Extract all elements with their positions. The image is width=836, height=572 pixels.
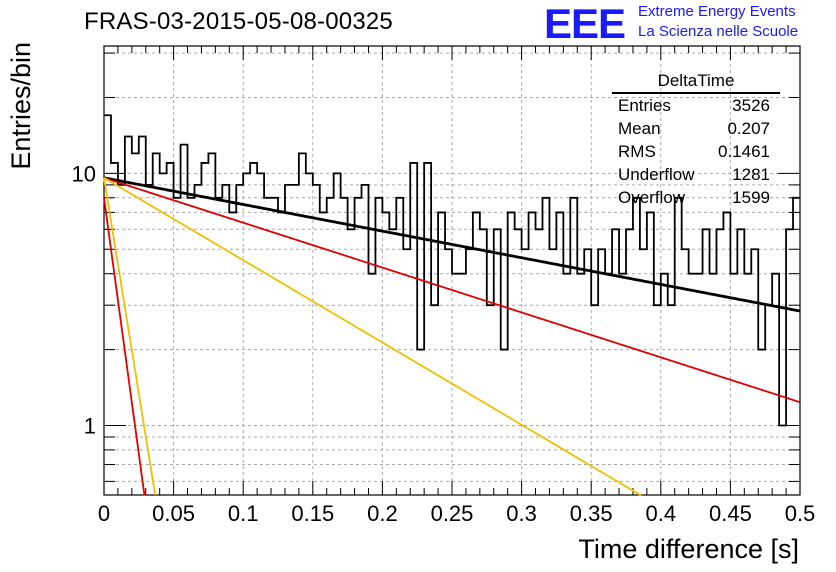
stat-label: RMS	[618, 142, 656, 161]
data-layer	[103, 114, 801, 496]
stat-value: 0.1461	[718, 142, 770, 161]
y-tick-label: 1	[84, 413, 96, 438]
x-tick-label: 0.3	[506, 501, 537, 526]
stats-row-underflow: Underflow 1281	[612, 163, 780, 186]
run-title: FRAS-03-2015-05-08-00325	[84, 8, 393, 35]
stat-value: 3526	[732, 96, 770, 115]
stat-value: 0.207	[727, 119, 770, 138]
stat-value: 1599	[732, 188, 770, 207]
fit-curve-1	[103, 176, 801, 404]
x-axis-label: Time difference [s]	[578, 534, 799, 564]
fit-curve-4	[103, 177, 157, 496]
x-tick-label: 0.45	[709, 501, 752, 526]
stat-label: Entries	[618, 96, 671, 115]
eee-logo: EEE	[544, 0, 626, 47]
y-axis-label: Entries/bin	[6, 42, 36, 170]
logo-tagline-2: La Scienza nelle Scuole	[638, 23, 799, 40]
stats-row-mean: Mean 0.207	[612, 117, 780, 140]
x-tick-label: 0.1	[228, 501, 259, 526]
x-tick-label: 0	[98, 501, 110, 526]
histogram-steps	[104, 114, 800, 427]
stats-row-overflow: Overflow 1599	[612, 186, 780, 209]
fit-curve-3	[103, 197, 147, 496]
x-tick-label: 0.15	[291, 501, 334, 526]
axes: 0 0.05 0.1 0.15 0.2 0.25 0.3 0.35 0.4 0.45 0.5 1 10	[72, 45, 816, 526]
stats-row-entries: Entries 3526	[612, 94, 780, 117]
stats-box: DeltaTime Entries 3526 Mean 0.207 RMS 0.146…	[612, 70, 780, 209]
stat-label: Underflow	[618, 165, 695, 184]
logo-tagline-1: Extreme Energy Events	[638, 3, 796, 20]
x-tick-label: 0.4	[646, 501, 677, 526]
x-tick-label: 0.05	[152, 501, 195, 526]
stats-row-rms: RMS 0.1461	[612, 140, 780, 163]
x-tick-label: 0.5	[785, 501, 816, 526]
fit-curve-0	[103, 176, 801, 313]
x-tick-label: 0.2	[367, 501, 398, 526]
stat-value: 1281	[732, 165, 770, 184]
x-tick-label: 0.25	[431, 501, 474, 526]
x-tick-label: 0.35	[570, 501, 613, 526]
fit-curve-2	[103, 177, 642, 496]
y-tick-label: 10	[72, 161, 96, 186]
stat-label: Overflow	[618, 188, 686, 207]
stat-label: Mean	[618, 119, 661, 138]
stats-title: DeltaTime	[612, 70, 780, 94]
